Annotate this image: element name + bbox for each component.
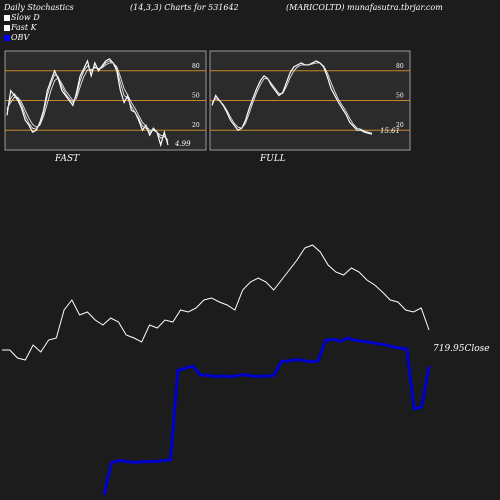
stoch-series-fast-2	[6, 62, 169, 141]
ytick-full-50: 50	[396, 93, 404, 100]
header-right: (MARICOLTD) munafasutra.tbrjar.com	[286, 3, 443, 12]
price-end-label: 719.95Close	[433, 344, 490, 354]
legend-fast-k: Fast K	[4, 23, 37, 32]
legend-label-fast-k: Fast K	[11, 23, 37, 32]
header-center: (14,3,3) Charts for 531642	[130, 3, 239, 12]
legend-slow-d: Slow D	[4, 13, 40, 22]
stoch-series-full-0	[211, 60, 373, 135]
legend-swatch-fast-k	[4, 25, 10, 31]
legend-label-obv: OBV	[11, 33, 30, 42]
ytick-fast-50: 50	[192, 93, 200, 100]
panel-title-full: FULL	[259, 154, 286, 164]
legend-obv: OBV	[4, 33, 29, 42]
stoch-series-full-1	[211, 62, 373, 134]
price-line	[2, 244, 430, 361]
obv-line	[102, 336, 431, 496]
header-left: Daily Stochastics	[4, 3, 74, 12]
legend-label-slow-d: Slow D	[11, 13, 40, 22]
legend-swatch-obv	[4, 35, 10, 41]
ytick-full-80: 80	[396, 63, 404, 70]
ytick-full-20: 20	[396, 122, 404, 129]
ytick-fast-80: 80	[192, 63, 200, 70]
stoch-series-fast-0	[6, 58, 169, 148]
last-value-label-fast: 4.99	[174, 140, 191, 148]
stoch-series-fast-1	[6, 60, 169, 143]
ytick-fast-20: 20	[192, 122, 200, 129]
panel-title-fast: FAST	[54, 154, 80, 164]
last-value-label-full: 15.61	[380, 127, 400, 135]
legend-swatch-slow-d	[4, 15, 10, 21]
